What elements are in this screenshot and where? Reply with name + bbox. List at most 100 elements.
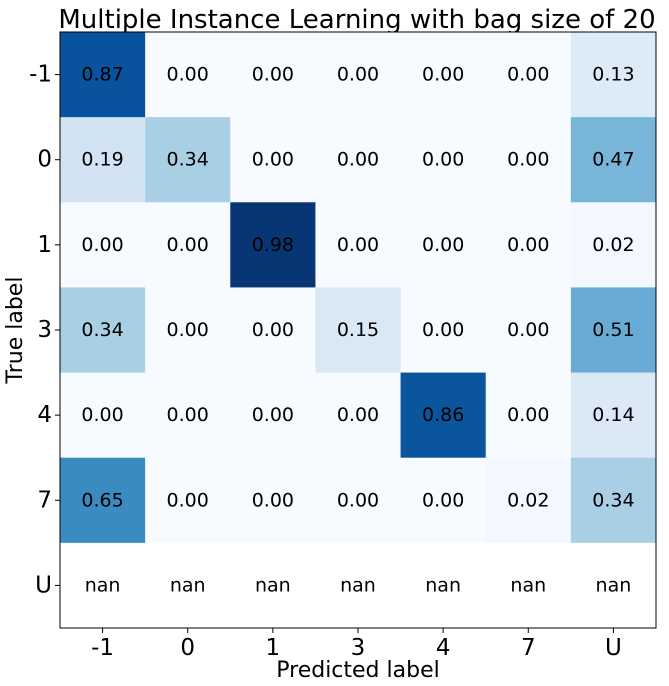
y-tick-label: 4 xyxy=(37,402,52,428)
cell-value-label: 0.86 xyxy=(422,404,464,426)
heatmap-cell xyxy=(400,372,487,459)
heatmap-cell xyxy=(400,457,487,544)
heatmap-cell xyxy=(485,117,572,203)
cell-value-label: 0.00 xyxy=(507,319,549,341)
cell-value-label: 0.15 xyxy=(337,319,379,341)
heatmap-cell xyxy=(60,117,146,203)
heatmap-cell xyxy=(230,372,316,459)
cell-value-label: 0.00 xyxy=(252,319,294,341)
cell-value-label: 0.14 xyxy=(592,404,634,426)
heatmap-cell xyxy=(570,32,657,118)
heatmap-cell xyxy=(400,542,487,629)
cell-value-label: 0.00 xyxy=(167,234,209,256)
cell-value-label: 0.02 xyxy=(592,234,634,256)
heatmap-cell xyxy=(145,287,231,374)
cell-value-label: 0.00 xyxy=(507,149,549,171)
heatmap-cell xyxy=(485,457,572,544)
cell-value-label: 0.00 xyxy=(252,64,294,86)
cell-value-label: 0.00 xyxy=(252,149,294,171)
cell-value-label: 0.51 xyxy=(592,319,634,341)
cell-value-label: 0.19 xyxy=(81,149,123,171)
heatmap-cell xyxy=(230,117,316,203)
heatmap-cell xyxy=(315,32,402,118)
y-tick-label: U xyxy=(35,572,52,598)
heatmap-cell xyxy=(315,542,402,629)
x-axis-label: Predicted label xyxy=(276,658,439,683)
heatmap-cell xyxy=(230,202,316,288)
cell-value-label: 0.34 xyxy=(81,319,123,341)
x-tick-label: -1 xyxy=(91,635,114,661)
cell-value-label: 0.34 xyxy=(167,149,209,171)
heatmap-cell xyxy=(570,542,657,629)
cell-value-label: 0.00 xyxy=(337,404,379,426)
heatmap-cell xyxy=(315,202,402,288)
cell-value-label: 0.00 xyxy=(337,149,379,171)
heatmap-cell xyxy=(145,117,231,203)
cell-value-label: nan xyxy=(85,574,121,596)
cell-value-label: 0.00 xyxy=(422,319,464,341)
cell-value-label: nan xyxy=(596,574,632,596)
cell-value-label: 0.00 xyxy=(422,489,464,511)
heatmap-cell xyxy=(485,32,572,118)
heatmap-cell xyxy=(60,457,146,544)
heatmap-cell xyxy=(60,287,146,374)
cell-value-label: 0.00 xyxy=(337,234,379,256)
cell-value-label: 0.65 xyxy=(81,489,123,511)
heatmap-cell-labels: 0.87 0.00 0.00 0.00 0.00 0.00 0.13 0.19 0.34 0.00… xyxy=(81,64,634,597)
y-tick-label: 0 xyxy=(37,147,52,173)
heatmap-cell xyxy=(485,372,572,459)
x-tick-label: U xyxy=(605,635,622,661)
heatmap-cell xyxy=(230,287,316,374)
y-tick-label: -1 xyxy=(29,62,52,88)
cell-value-label: nan xyxy=(510,574,546,596)
cell-value-label: 0.34 xyxy=(592,489,634,511)
heatmap-cell xyxy=(570,457,657,544)
x-tick-label: 1 xyxy=(266,635,281,661)
cell-value-label: 0.00 xyxy=(337,489,379,511)
cell-value-label: 0.00 xyxy=(422,234,464,256)
chart-title: Multiple Instance Learning with bag size… xyxy=(58,5,655,35)
heatmap-cell xyxy=(485,202,572,288)
heatmap-cell xyxy=(400,32,487,118)
cell-value-label: 0.00 xyxy=(337,64,379,86)
x-axis-ticks: -1 0 1 3 4 7 U xyxy=(91,628,622,661)
cell-value-label: 0.13 xyxy=(592,64,634,86)
x-tick-label: 0 xyxy=(180,635,195,661)
heatmap-cell xyxy=(315,117,402,203)
heatmap-cell xyxy=(570,287,657,374)
cell-value-label: 0.00 xyxy=(422,149,464,171)
cell-value-label: 0.87 xyxy=(81,64,123,86)
heatmap-cell xyxy=(230,542,316,629)
heatmap-cell xyxy=(400,202,487,288)
heatmap-cell xyxy=(145,372,231,459)
heatmap-cell xyxy=(400,287,487,374)
heatmap-cell xyxy=(400,117,487,203)
cell-value-label: 0.00 xyxy=(507,234,549,256)
y-tick-label: 1 xyxy=(37,232,52,258)
heatmap-cell xyxy=(315,287,402,374)
y-axis-ticks: -1 0 1 3 4 7 U xyxy=(29,62,60,598)
heatmap-cell xyxy=(60,202,146,288)
x-tick-label: 4 xyxy=(436,635,451,661)
y-axis-label: True label xyxy=(3,277,28,385)
cell-value-label: 0.00 xyxy=(507,404,549,426)
heatmap-cell xyxy=(315,372,402,459)
heatmap-cell xyxy=(230,32,316,118)
cell-value-label: nan xyxy=(340,574,376,596)
cell-value-label: 0.00 xyxy=(81,404,123,426)
y-tick-label: 7 xyxy=(37,487,52,513)
cell-value-label: nan xyxy=(425,574,461,596)
heatmap-cell xyxy=(60,32,146,118)
cell-value-label: 0.02 xyxy=(507,489,549,511)
cell-value-label: 0.00 xyxy=(81,234,123,256)
cell-value-label: 0.00 xyxy=(252,404,294,426)
cell-value-label: 0.98 xyxy=(252,234,294,256)
cell-value-label: 0.00 xyxy=(167,319,209,341)
cell-value-label: 0.00 xyxy=(507,64,549,86)
cell-value-label: 0.00 xyxy=(252,489,294,511)
heatmap-cell xyxy=(60,372,146,459)
heatmap-cell xyxy=(145,457,231,544)
heatmap-cell xyxy=(145,542,231,629)
cell-value-label: 0.00 xyxy=(167,64,209,86)
